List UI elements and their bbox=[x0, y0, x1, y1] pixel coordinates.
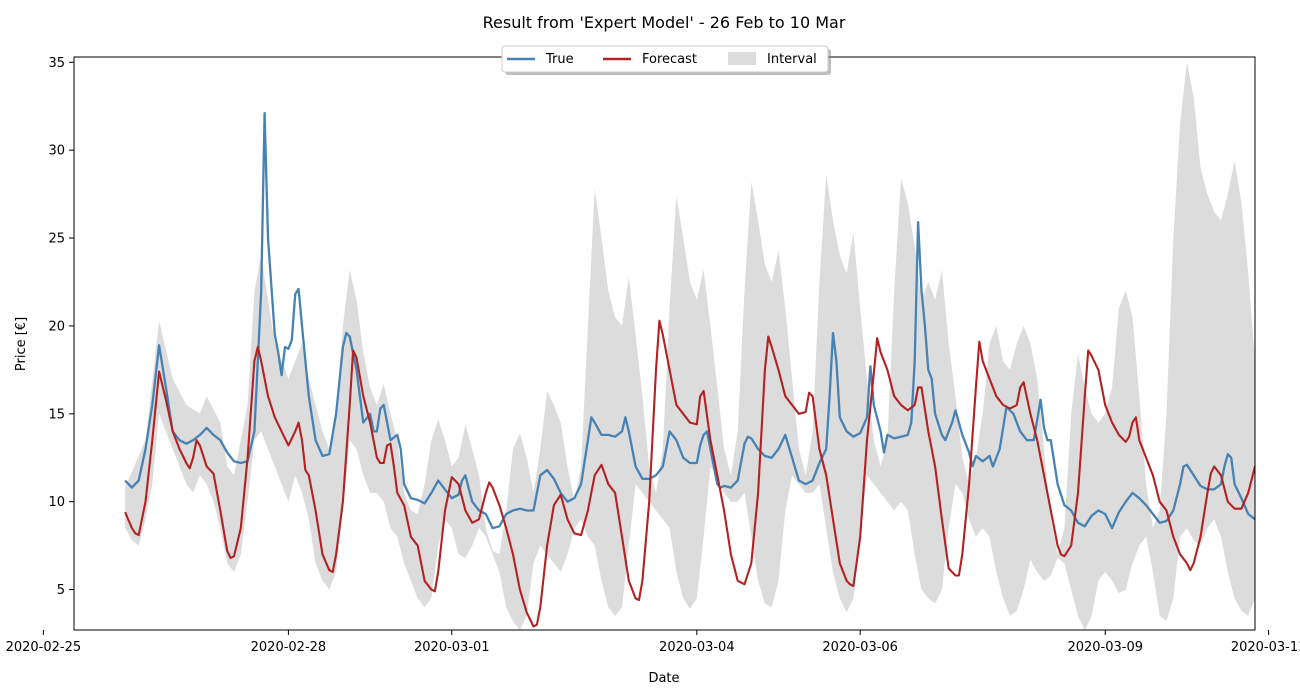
series-true-line bbox=[124, 112, 1255, 530]
y-axis-label: Price [€] bbox=[14, 317, 29, 371]
series-forecast-line bbox=[124, 319, 1255, 628]
x-tick-label: 2020-03-09 bbox=[1067, 640, 1143, 655]
y-axis: 5 10 15 20 25 30 35 bbox=[48, 56, 74, 598]
plot-area bbox=[124, 62, 1255, 630]
y-tick-label: 30 bbox=[48, 144, 65, 159]
legend-swatch-interval bbox=[728, 52, 756, 65]
y-tick-label: 20 bbox=[48, 319, 65, 334]
x-tick-label: 2020-02-25 bbox=[6, 640, 82, 655]
series-interval-band bbox=[125, 62, 1255, 630]
x-tick-label: 2020-03-04 bbox=[659, 640, 735, 655]
legend-label-forecast: Forecast bbox=[642, 52, 697, 67]
legend-label-interval: Interval bbox=[767, 52, 817, 67]
legend: True Forecast Interval bbox=[501, 45, 831, 75]
y-tick-label: 5 bbox=[57, 583, 65, 598]
y-tick-label: 25 bbox=[48, 232, 65, 247]
x-tick-label: 2020-03-11 bbox=[1231, 640, 1300, 655]
x-axis-label: Date bbox=[648, 671, 679, 686]
y-tick-label: 15 bbox=[48, 407, 65, 422]
y-tick-label: 35 bbox=[48, 56, 65, 71]
chart-title: Result from 'Expert Model' - 26 Feb to 1… bbox=[483, 13, 846, 32]
legend-label-true: True bbox=[545, 52, 574, 67]
y-tick-label: 10 bbox=[48, 495, 65, 510]
x-tick-label: 2020-03-01 bbox=[414, 640, 490, 655]
x-axis: 2020-02-25 2020-02-28 2020-03-01 2020-03-04… bbox=[6, 630, 1300, 655]
x-tick-label: 2020-02-28 bbox=[251, 640, 327, 655]
x-tick-label: 2020-03-06 bbox=[822, 640, 898, 655]
